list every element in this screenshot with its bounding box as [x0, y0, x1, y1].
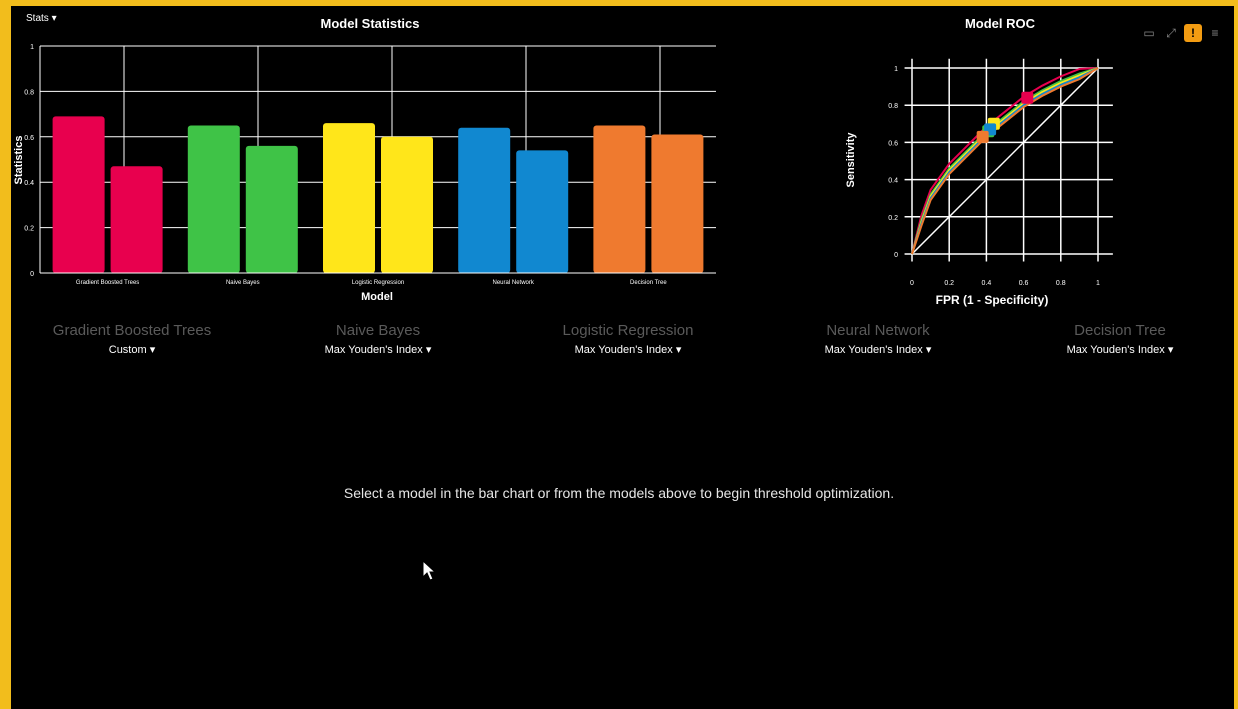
threshold-dropdown[interactable]: Max Youden's Index ▾ [824, 344, 932, 356]
roc-y-label: Sensitivity [845, 132, 857, 188]
bar[interactable] [458, 127, 511, 273]
bar[interactable] [245, 145, 298, 273]
bar-chart-bars [52, 116, 704, 274]
bar-x-tick-label: Naive Bayes [226, 280, 260, 286]
bar-x-tick-label: Logistic Regression [352, 280, 404, 286]
roc-y-tick-label: 0.6 [888, 140, 898, 147]
bar-chart: 0 0.2 0.4 0.6 0.8 1 Gradient Boosted Trees Nai… [13, 44, 716, 303]
model-logistic-regression[interactable]: Logistic Regression Max Youden's Index ▾ [518, 322, 738, 356]
bar[interactable] [593, 125, 646, 273]
bar-y-tick-label: 0 [30, 271, 34, 278]
minimize-icon[interactable]: ▭ [1143, 26, 1155, 40]
bar-y-tick-label: 0.2 [24, 226, 34, 233]
roc-threshold-marker[interactable] [976, 130, 989, 143]
model-name[interactable]: Gradient Boosted Trees [52, 322, 212, 339]
bar[interactable] [381, 136, 433, 273]
model-naive-bayes[interactable]: Naive Bayes Max Youden's Index ▾ [268, 322, 488, 356]
model-name[interactable]: Naive Bayes [335, 322, 421, 339]
roc-diagonal-line [911, 67, 1099, 255]
mouse-cursor-icon [422, 560, 437, 581]
threshold-dropdown[interactable]: Max Youden's Index ▾ [1066, 344, 1174, 356]
roc-threshold-marker[interactable] [1021, 91, 1034, 104]
bar-y-tick-label: 0.6 [24, 135, 34, 142]
bar-chart-x-ticks: Gradient Boosted Trees Naive Bayes Logisti… [76, 280, 667, 286]
roc-chart-ticks: 0 0 0.2 0.2 0.4 0.4 0.6 0.6 0.8 0.8 1 1 [888, 66, 1100, 287]
roc-y-tick-label: 0.4 [888, 178, 898, 185]
bar-x-tick-label: Neural Network [493, 280, 535, 286]
model-name[interactable]: Logistic Regression [562, 322, 694, 339]
model-decision-tree[interactable]: Decision Tree Max Youden's Index ▾ [1010, 322, 1230, 356]
bar-chart-x-label: Model [361, 291, 393, 303]
bar-y-tick-label: 0.8 [24, 89, 34, 96]
menu-icon[interactable]: ≡ [1211, 26, 1219, 40]
roc-x-tick-label: 1 [1096, 280, 1100, 287]
roc-threshold-points [976, 91, 1034, 143]
bar[interactable] [187, 125, 240, 273]
roc-x-label: FPR (1 - Specificity) [936, 293, 1049, 307]
roc-y-tick-label: 0.8 [888, 103, 898, 110]
model-name[interactable]: Decision Tree [1074, 322, 1166, 339]
instruction-message: Select a model in the bar chart or from … [343, 485, 895, 501]
roc-x-tick-label: 0.4 [982, 280, 992, 287]
roc-chart-grid [904, 58, 1113, 262]
roc-chart-title: Model ROC [964, 16, 1036, 31]
model-name[interactable]: Neural Network [826, 322, 930, 339]
model-gbt[interactable]: Gradient Boosted Trees Custom ▾ [22, 322, 242, 356]
bar[interactable] [110, 166, 163, 273]
roc-x-tick-label: 0 [910, 280, 914, 287]
roc-x-tick-label: 0.2 [944, 280, 954, 287]
bar[interactable] [651, 134, 704, 273]
threshold-dropdown[interactable]: Max Youden's Index ▾ [324, 344, 432, 356]
bar-chart-y-ticks: 0 0.2 0.4 0.6 0.8 1 [24, 44, 34, 278]
roc-y-tick-label: 1 [894, 66, 898, 73]
roc-x-tick-label: 0.6 [1019, 280, 1029, 287]
bar[interactable] [52, 116, 105, 274]
model-neural-network[interactable]: Neural Network Max Youden's Index ▾ [768, 322, 988, 356]
roc-y-tick-label: 0 [894, 252, 898, 259]
roc-x-tick-label: 0.8 [1056, 280, 1066, 287]
roc-y-tick-label: 0.2 [888, 215, 898, 222]
bar[interactable] [323, 123, 375, 274]
stats-dropdown[interactable]: Stats ▾ [26, 13, 57, 24]
bar-x-tick-label: Decision Tree [630, 280, 667, 286]
bar-x-tick-label: Gradient Boosted Trees [76, 280, 139, 286]
warning-icon[interactable]: ! [1184, 24, 1202, 42]
threshold-dropdown[interactable]: Custom ▾ [108, 344, 156, 356]
bar-chart-title: Model Statistics [320, 16, 420, 31]
bar-chart-y-label: Statistics [13, 136, 25, 185]
panel-toolbar: ▭ ⤢ ! ≡ [1140, 24, 1224, 44]
bar-y-tick-label: 1 [30, 44, 34, 51]
bar-y-tick-label: 0.4 [24, 180, 34, 187]
expand-icon[interactable]: ⤢ [1166, 25, 1176, 40]
bar[interactable] [516, 150, 569, 273]
threshold-dropdown[interactable]: Max Youden's Index ▾ [574, 344, 682, 356]
roc-chart: 0 0 0.2 0.2 0.4 0.4 0.6 0.6 0.8 0.8 1 1 FPR (1 - Sp… [845, 58, 1113, 307]
